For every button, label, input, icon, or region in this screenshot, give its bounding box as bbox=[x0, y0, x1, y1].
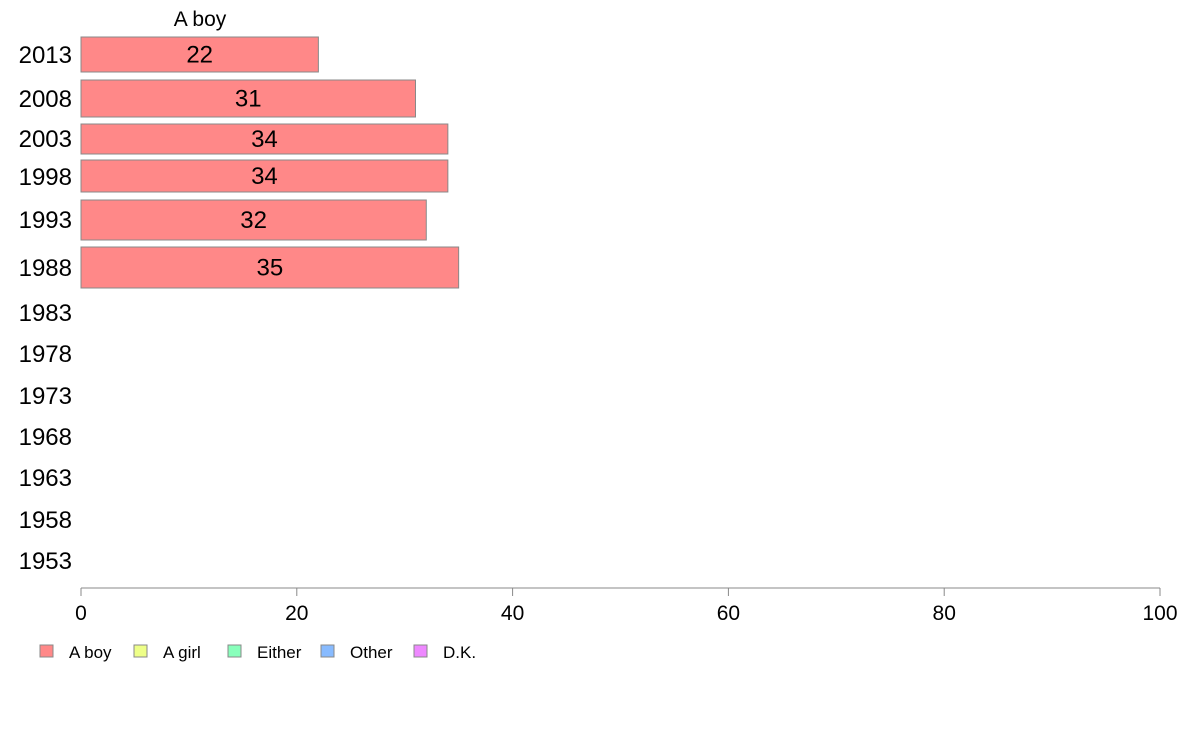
y-label-2003: 2003 bbox=[19, 126, 72, 153]
data-label-1993: 32 bbox=[240, 207, 267, 234]
y-label-1973: 1973 bbox=[19, 383, 72, 410]
bar-1988 bbox=[80, 246, 460, 289]
y-label-2013: 2013 bbox=[19, 42, 72, 69]
x-tick-label-20: 20 bbox=[285, 602, 308, 625]
x-tick-label-80: 80 bbox=[933, 602, 956, 625]
y-label-1958: 1958 bbox=[19, 507, 72, 534]
data-label-2008: 31 bbox=[235, 86, 262, 113]
legend-swatch-3 bbox=[320, 644, 335, 658]
y-label-2008: 2008 bbox=[19, 86, 72, 113]
bar-2003 bbox=[80, 123, 449, 155]
x-axis: 0 20 40 60 80 100 bbox=[75, 587, 1178, 625]
data-label-1988: 35 bbox=[256, 255, 283, 282]
legend-label-1: A girl bbox=[163, 643, 201, 662]
y-label-1953: 1953 bbox=[19, 548, 72, 575]
bar-2008 bbox=[80, 79, 416, 118]
y-label-1988: 1988 bbox=[19, 255, 72, 282]
legend-swatch-2 bbox=[227, 644, 242, 658]
y-label-1993: 1993 bbox=[19, 207, 72, 234]
y-label-1963: 1963 bbox=[19, 465, 72, 492]
x-tick-label-60: 60 bbox=[717, 602, 740, 625]
x-tick-label-100: 100 bbox=[1142, 602, 1177, 625]
y-label-1998: 1998 bbox=[19, 164, 72, 191]
data-label-2003: 34 bbox=[251, 126, 278, 153]
y-label-1983: 1983 bbox=[19, 300, 72, 327]
y-tick-labels: 2013 2008 2003 1998 1993 1988 1983 1978 1973 1968… bbox=[19, 42, 72, 575]
y-label-1978: 1978 bbox=[19, 341, 72, 368]
x-tick-label-40: 40 bbox=[501, 602, 524, 625]
bar-1993 bbox=[80, 199, 427, 241]
legend-label-3: Other bbox=[350, 643, 393, 662]
legend-swatch-4 bbox=[413, 644, 428, 658]
legend-label-4: D.K. bbox=[443, 643, 476, 662]
legend-swatch-0 bbox=[39, 644, 54, 658]
bar-2013 bbox=[80, 36, 319, 73]
bar-1998 bbox=[80, 159, 449, 193]
data-label-1998: 34 bbox=[251, 163, 278, 190]
bars-group: 22 31 34 34 32 35 bbox=[80, 36, 460, 289]
legend: A boy A girl Either Other D.K. bbox=[39, 643, 476, 662]
data-label-2013: 22 bbox=[186, 42, 213, 69]
x-tick-label-0: 0 bbox=[75, 602, 87, 625]
column-header: A boy bbox=[174, 8, 227, 31]
y-label-1968: 1968 bbox=[19, 424, 72, 451]
legend-label-0: A boy bbox=[69, 643, 112, 662]
legend-swatch-1 bbox=[133, 644, 148, 658]
legend-label-2: Either bbox=[257, 643, 302, 662]
